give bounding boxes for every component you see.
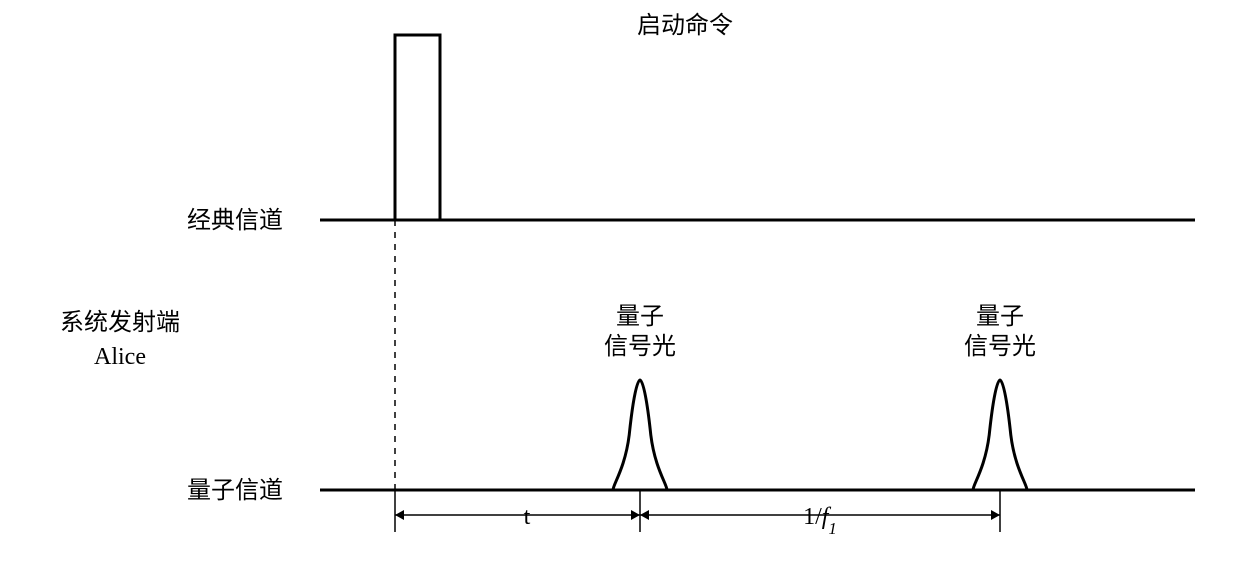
system-tx-label-2: Alice [94,344,146,370]
quantum-pulse-1 [613,380,667,490]
t-dimension-arrow-right [631,510,640,520]
pulse2-label-1: 量子 [976,304,1024,330]
classical-channel-label: 经典信道 [187,207,283,234]
pulse1-label-2: 信号光 [604,333,676,360]
period-dimension-arrow-left [640,510,649,520]
t-label: t [524,504,531,530]
pulse1-label-1: 量子 [616,304,664,330]
quantum-channel-label: 量子信道 [187,477,283,504]
quantum-pulse-2 [973,380,1027,490]
period-label: 1/f1 [803,504,837,538]
pulse2-label-2: 信号光 [964,333,1036,360]
period-dimension-arrow-right [991,510,1000,520]
start-command-label: 启动命令 [637,12,733,39]
t-dimension-arrow-left [395,510,404,520]
system-tx-label-1: 系统发射端 [60,309,180,336]
start-command-pulse [395,35,440,220]
